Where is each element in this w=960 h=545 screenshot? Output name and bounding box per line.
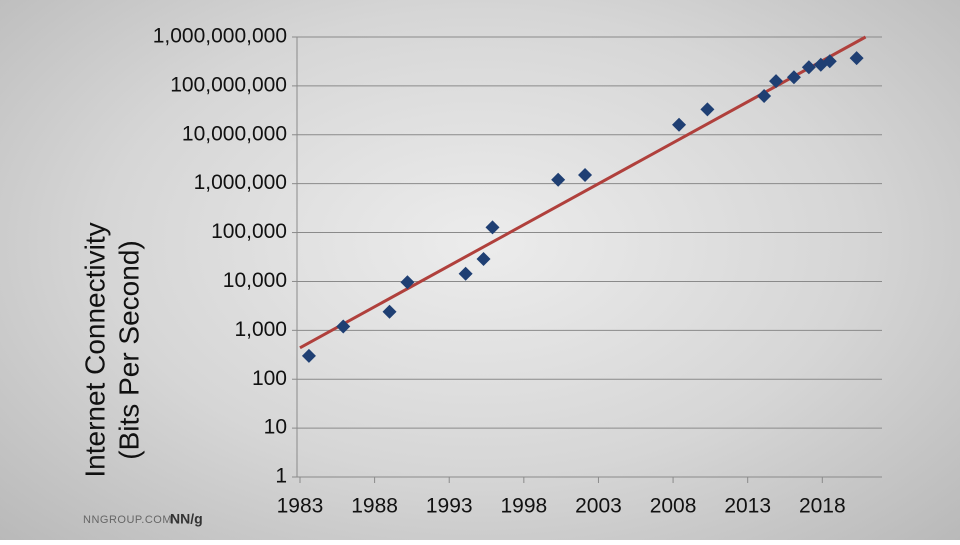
x-tick-label: 2003 [575,495,622,518]
x-tick-label: 1988 [351,495,398,518]
data-point [485,220,500,235]
data-point [458,266,473,281]
data-point [769,74,784,89]
data-point [849,51,864,66]
y-tick-label: 100,000 [211,220,287,243]
x-tick-label: 2013 [724,495,771,518]
data-point [578,168,593,183]
y-tick-label: 100 [252,367,287,390]
data-point [382,304,397,319]
y-tick-label: 10,000 [223,269,287,292]
data-point [757,89,772,104]
y-tick-label: 100,000,000 [170,73,287,96]
data-point [786,70,801,85]
data-point [336,319,351,334]
data-point [301,348,316,363]
x-tick-label: 1998 [500,495,547,518]
data-point [822,54,837,69]
x-tick-label: 1983 [277,495,324,518]
y-axis-label: (Bits Per Second) [113,240,144,459]
y-tick-label: 10,000,000 [182,122,287,145]
y-tick-label: 1,000,000 [194,171,287,194]
data-point [476,251,491,266]
data-point [801,60,816,75]
x-tick-label: 2008 [650,495,697,518]
y-axis-label: Internet Connectivity [79,222,110,477]
x-tick-label: 1993 [426,495,473,518]
x-tick-label: 2018 [799,495,846,518]
source: NNGROUP.COM [83,514,172,526]
data-point [551,172,566,187]
logo: NN/g [170,511,203,527]
data-point [400,275,415,290]
y-tick-label: 1,000,000,000 [153,25,287,48]
trend-line [299,35,867,350]
y-tick-label: 1,000 [234,318,287,341]
data-point [672,117,687,132]
y-tick-label: 1 [275,465,287,488]
data-point [700,102,715,117]
y-tick-label: 10 [264,416,287,439]
